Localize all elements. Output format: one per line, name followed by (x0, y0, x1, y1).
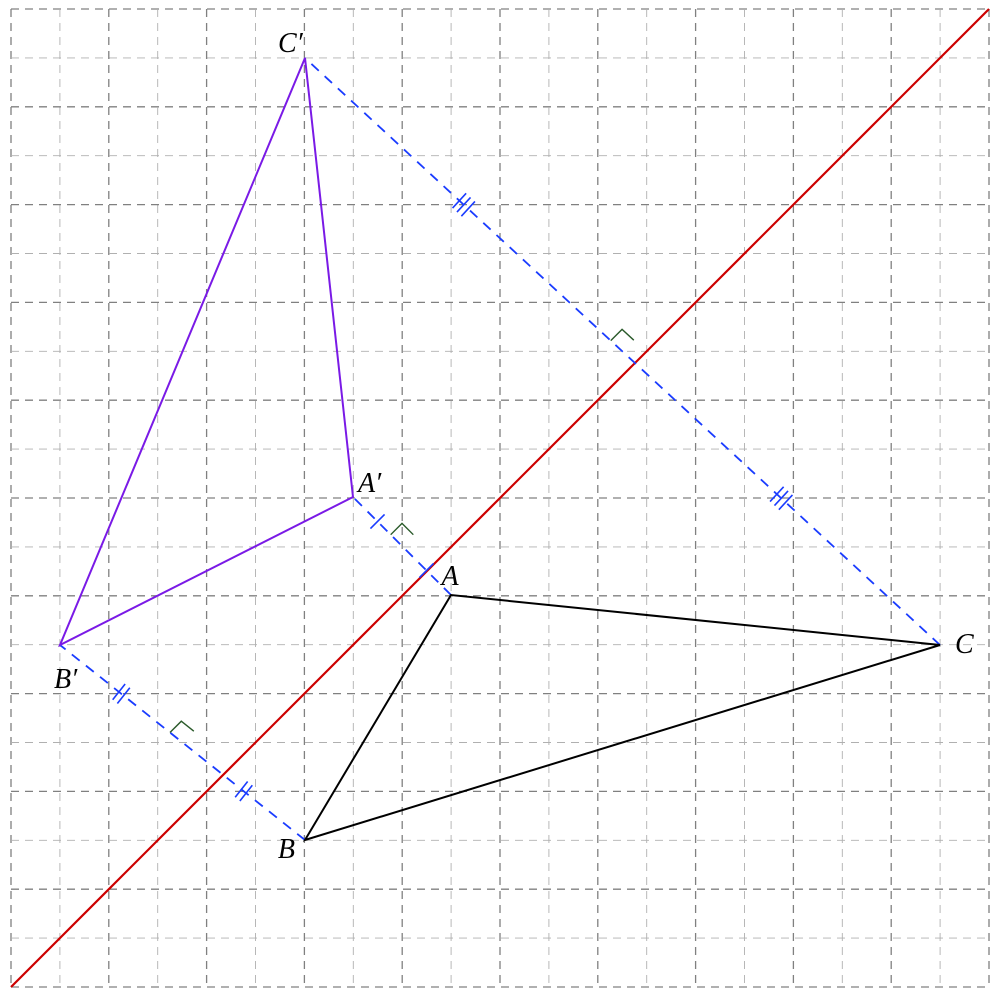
tick-marks (113, 193, 793, 801)
label-ap: A′ (356, 468, 382, 499)
tick-mark (113, 684, 125, 700)
tick-mark (770, 487, 784, 502)
tick-mark (453, 193, 467, 208)
tick-mark (235, 782, 247, 798)
labels: A B C A′ B′ C′ (54, 28, 974, 865)
tick-mark (117, 688, 129, 704)
label-cp: C′ (278, 28, 304, 59)
label-a: A (439, 561, 459, 592)
reflection-diagram: A B C A′ B′ C′ (0, 0, 1000, 1000)
tick-mark (240, 785, 252, 801)
label-bp: B′ (54, 664, 78, 695)
triangle-original (305, 595, 940, 840)
label-b: B (278, 834, 295, 865)
right-angle-mark (170, 721, 194, 732)
label-c: C (955, 629, 974, 660)
right-angle-mark (611, 329, 634, 340)
